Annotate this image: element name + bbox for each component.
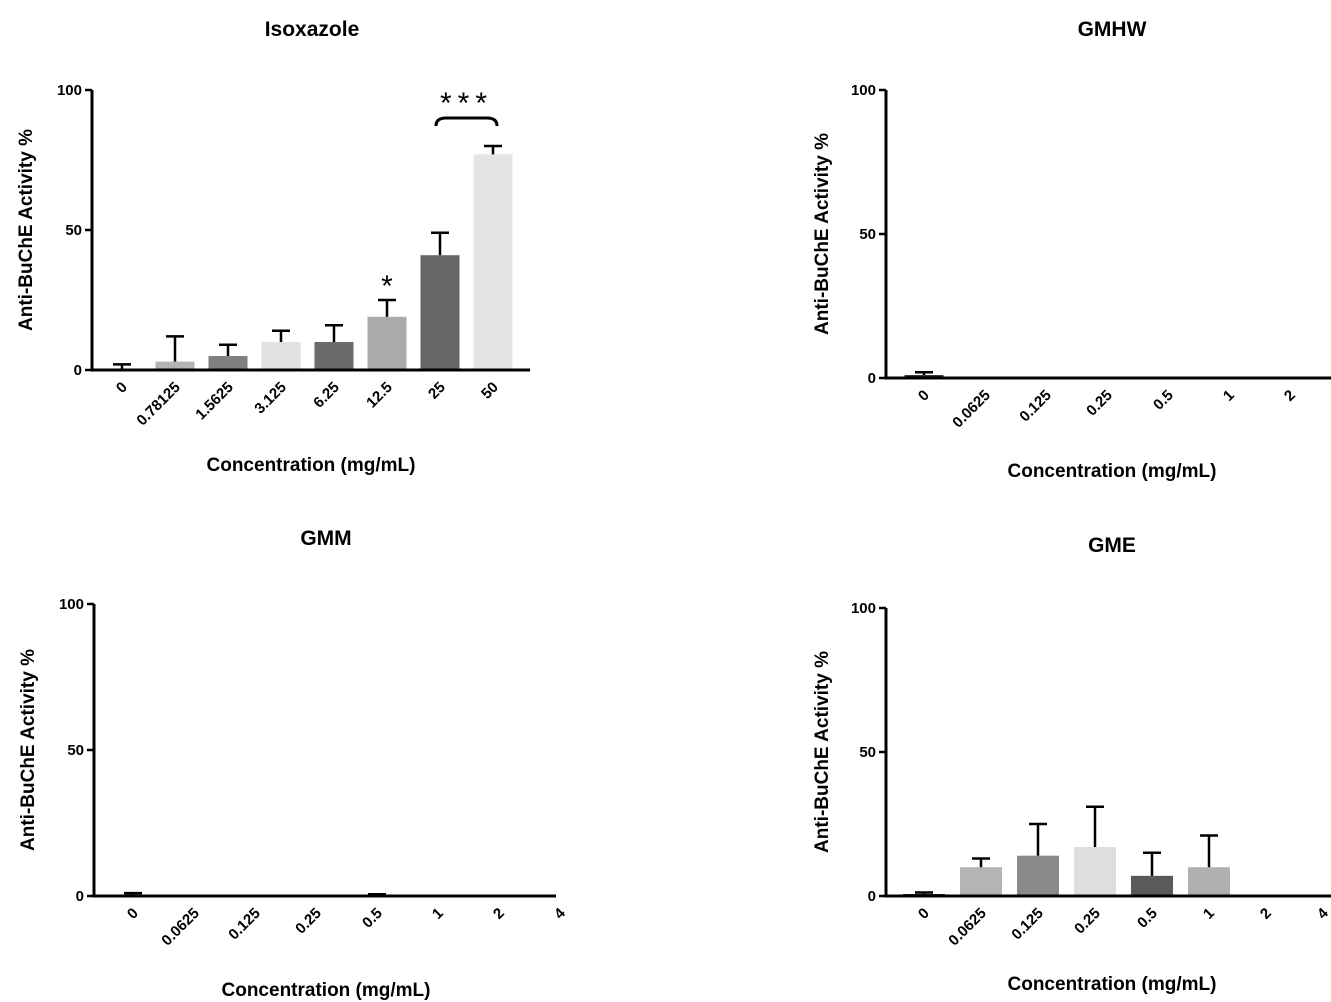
bar (1074, 847, 1116, 896)
y-tick-label: 0 (76, 888, 84, 905)
x-tick-label: 0.25 (292, 905, 325, 938)
y-tick-label: 50 (859, 744, 876, 761)
bar (155, 361, 195, 370)
bar (208, 356, 248, 370)
y-axis-label: Anti-BuChE Activity % (18, 649, 39, 851)
chart-panel-0: Isoxazole Anti-BuChE Activity % Concentrat… (16, 18, 530, 476)
bar (1188, 867, 1230, 896)
x-tick-label: 4 (1314, 904, 1331, 922)
x-tick-label: 0.125 (1016, 387, 1055, 426)
x-tick-label: 0.125 (1008, 905, 1047, 944)
x-tick-label: 0.78125 (133, 379, 183, 429)
x-tick-label: 1 (1200, 905, 1218, 923)
bar (261, 342, 301, 370)
x-tick-label: 1.5625 (192, 379, 236, 423)
x-tick-label: 50 (478, 379, 502, 403)
y-tick-label: 50 (67, 742, 84, 759)
chart-title: GMM (300, 527, 351, 550)
bar (314, 342, 354, 370)
x-tick-label: 0.5 (1150, 387, 1177, 414)
x-tick-label: 0.5 (1134, 905, 1161, 932)
bar (420, 255, 460, 370)
y-tick-label: 100 (851, 600, 876, 617)
x-tick-label: 0 (124, 905, 142, 923)
bar (1017, 855, 1059, 896)
significance-bracket (434, 116, 499, 127)
x-tick-label: 1 (1220, 387, 1238, 405)
x-tick-label: 25 (425, 379, 449, 403)
x-tick-label: 0 (915, 905, 933, 923)
y-tick-label: 50 (65, 222, 82, 239)
x-tick-label: 0.0625 (945, 905, 989, 949)
bar (960, 867, 1002, 896)
significance-marker: *** (440, 87, 493, 120)
x-tick-label: 2 (1281, 387, 1299, 405)
bar (473, 154, 513, 370)
x-tick-label: 0.125 (225, 905, 264, 944)
x-axis-label: Concentration (mg/mL) (222, 980, 431, 1001)
y-axis-label: Anti-BuChE Activity % (16, 129, 37, 331)
bar (367, 316, 407, 370)
y-tick-label: 100 (851, 82, 876, 99)
chart-title: GME (1088, 534, 1136, 557)
x-tick-label: 1 (429, 905, 447, 923)
x-tick-label: 2 (490, 905, 508, 923)
y-tick-label: 0 (74, 362, 82, 379)
x-axis-label: Concentration (mg/mL) (207, 455, 416, 476)
y-tick-label: 100 (57, 82, 82, 99)
x-tick-label: 3.125 (251, 379, 290, 418)
y-tick-label: 100 (59, 596, 84, 613)
significance-marker: * (381, 270, 393, 303)
chart-panel-2: GMM Anti-BuChE Activity % Concentration (m… (18, 527, 569, 1001)
x-tick-label: 0.25 (1083, 387, 1116, 420)
x-axis-label: Concentration (mg/mL) (1008, 461, 1217, 482)
y-axis-label: Anti-BuChE Activity % (812, 651, 833, 853)
y-axis-label: Anti-BuChE Activity % (812, 133, 833, 335)
x-tick-label: 2 (1257, 905, 1275, 923)
x-tick-label: 0 (113, 379, 131, 397)
chart-panel-3: GME Anti-BuChE Activity % Concentration (m… (812, 534, 1331, 995)
x-tick-label: 4 (551, 904, 569, 922)
x-tick-label: 0.25 (1071, 905, 1104, 938)
chart-title: Isoxazole (265, 18, 360, 41)
x-axis-label: Concentration (mg/mL) (1008, 974, 1217, 995)
x-tick-label: 0.0625 (158, 905, 202, 949)
x-tick-label: 6.25 (310, 379, 343, 412)
x-tick-label: 0.0625 (949, 387, 993, 431)
x-tick-label: 0.5 (359, 905, 386, 932)
y-tick-label: 0 (868, 888, 876, 905)
y-tick-label: 50 (859, 226, 876, 243)
bar (1131, 875, 1173, 896)
x-tick-label: 0 (915, 387, 933, 405)
chart-panel-1: GMHW Anti-BuChE Activity % Concentration (… (812, 18, 1331, 482)
x-tick-label: 12.5 (363, 379, 396, 412)
y-tick-label: 0 (868, 370, 876, 387)
chart-title: GMHW (1078, 18, 1147, 41)
